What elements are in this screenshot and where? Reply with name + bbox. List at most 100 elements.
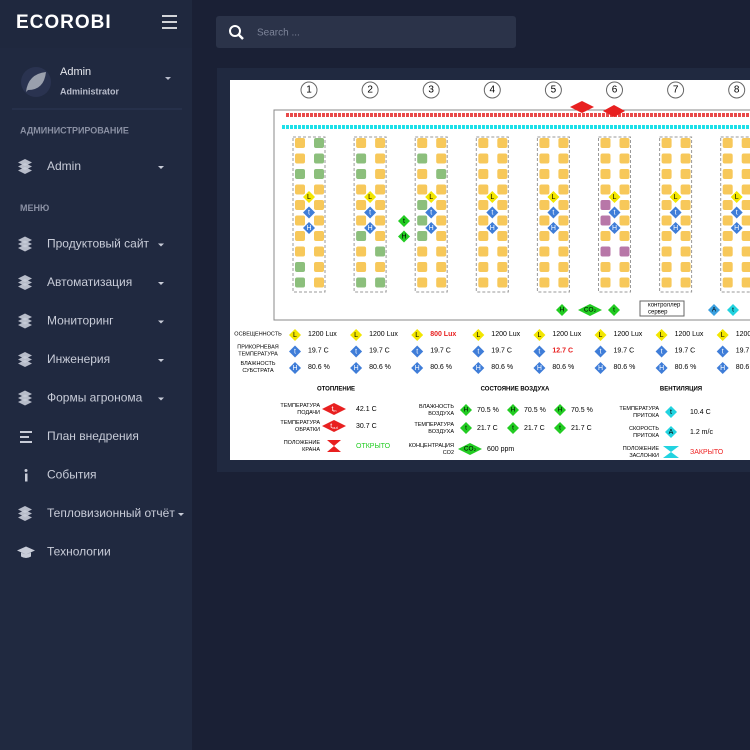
sensor-icon <box>594 362 607 374</box>
column-marker <box>361 81 379 99</box>
controller-label: сервер <box>648 310 668 316</box>
air-icon <box>507 422 519 434</box>
nav-caret[interactable] <box>158 359 164 362</box>
plant <box>661 153 672 164</box>
column-marker <box>300 81 318 99</box>
plant <box>722 246 733 257</box>
nav-item[interactable]: Инженерия <box>47 352 110 366</box>
nav-item[interactable]: Admin <box>47 159 81 173</box>
nav-icon <box>18 390 32 406</box>
room-sensor-label: t <box>613 307 615 314</box>
nav-item[interactable]: Мониторинг <box>47 314 114 328</box>
row-label: ТЕМПЕРАТУРА <box>238 351 278 357</box>
room-sensor-label: A <box>712 307 717 314</box>
sensor-icon <box>608 206 621 219</box>
plant <box>375 246 386 257</box>
nav-caret[interactable] <box>158 166 164 169</box>
column-marker <box>422 81 440 99</box>
sensor-icon <box>364 222 377 234</box>
nav-item[interactable]: План внедрения <box>47 429 139 443</box>
sensor-letter: H <box>476 365 481 372</box>
plant <box>558 215 569 226</box>
param-value: 70.5 % <box>477 407 499 414</box>
sensor-icon <box>472 345 485 358</box>
param-value: ЗАКРЫТО <box>690 449 724 456</box>
plant <box>314 184 324 195</box>
icon-layer <box>18 244 32 252</box>
nav-icon <box>24 469 28 482</box>
row-label: ВЛАЖНОСТЬ <box>241 361 276 367</box>
icon-layer <box>18 390 32 398</box>
bed <box>598 136 631 293</box>
controller <box>639 300 685 317</box>
plant <box>478 277 489 288</box>
param-value: 30.7 C <box>356 423 377 430</box>
nav-caret[interactable] <box>158 397 164 401</box>
icon-layer <box>18 514 32 521</box>
sensor-icon <box>730 191 743 203</box>
room-sensor-label: H <box>560 307 565 314</box>
column-marker <box>667 81 685 99</box>
nav-item[interactable]: Автоматизация <box>47 275 132 289</box>
reading: 19.7 C <box>491 347 512 354</box>
plant <box>497 246 508 257</box>
param-value: 42.1 C <box>356 406 377 413</box>
nav-caret[interactable] <box>158 320 164 324</box>
nav-item[interactable]: Технологии <box>47 545 111 559</box>
plant <box>497 215 508 226</box>
icon-layer <box>18 236 32 244</box>
param-value: 600 ppm <box>487 446 514 453</box>
room-sensor <box>578 304 602 316</box>
icon-layer <box>18 275 32 282</box>
plant <box>741 200 750 210</box>
param-label: ПОЛОЖЕНИЕ <box>623 446 660 452</box>
sensor-letter: t <box>552 209 554 216</box>
room-sensor-label: CO₂ <box>584 307 597 314</box>
air-icon <box>554 422 566 434</box>
sensor-letter: t <box>736 209 738 216</box>
param-value: ОТКРЫТО <box>356 443 391 450</box>
sensor-icon <box>608 191 621 203</box>
reading: 19.7 C <box>614 347 635 354</box>
air-icon <box>460 422 472 434</box>
air-letter: H <box>401 233 406 240</box>
user-caret[interactable] <box>165 77 171 80</box>
sensor-icon <box>411 345 424 358</box>
plant <box>722 153 733 164</box>
nav-heading: АДМИНИСТРИРОВАНИЕ <box>20 125 129 135</box>
plant <box>375 138 386 148</box>
sensor-icon <box>486 191 499 203</box>
nav-item[interactable]: Продуктовый сайт <box>47 237 150 251</box>
plant <box>600 246 611 257</box>
column-marker <box>728 81 746 99</box>
sensor-icon <box>486 206 499 219</box>
plant <box>539 231 550 241</box>
sensor-letter: t <box>538 348 540 355</box>
damper-icon <box>663 446 679 458</box>
nav-item[interactable]: Тепловизионный отчёт <box>47 506 175 520</box>
sensor-letter: t <box>308 209 310 216</box>
plant <box>680 138 691 148</box>
sensor-letter: H <box>659 365 664 372</box>
plant <box>436 138 447 148</box>
plant <box>375 262 386 272</box>
plant <box>314 277 324 288</box>
reading: 1200 Lux <box>369 331 398 338</box>
nav-caret[interactable] <box>158 282 164 285</box>
sensor-letter: t <box>661 348 663 355</box>
plant <box>600 262 611 272</box>
icon-cap <box>17 546 35 558</box>
nav-caret[interactable] <box>178 513 184 516</box>
param-label: ПОЛОЖЕНИЕ <box>284 440 321 446</box>
menu-toggle[interactable] <box>162 15 177 29</box>
nav-item[interactable]: События <box>47 468 97 482</box>
nav-caret[interactable] <box>158 243 164 247</box>
nav-item[interactable]: Формы агронома <box>47 391 143 405</box>
sensor-icon <box>411 362 424 374</box>
plant <box>722 184 733 195</box>
plant <box>741 262 750 272</box>
plant <box>558 184 569 195</box>
search-box[interactable] <box>216 16 516 48</box>
reading: 1200 Lux <box>736 331 750 338</box>
user-name[interactable]: Admin <box>60 66 91 78</box>
